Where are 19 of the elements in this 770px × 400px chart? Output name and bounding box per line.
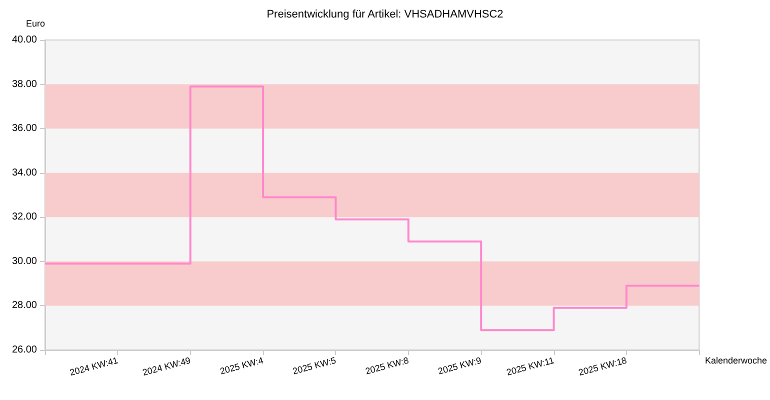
y-tick-label: 26.00	[12, 344, 38, 356]
x-tick-label: 2025 KW:11	[505, 355, 556, 378]
y-tick-label: 32.00	[12, 212, 38, 223]
y-tick-label: 40.00	[12, 34, 38, 46]
x-tick-label: 2025 KW:5	[292, 355, 338, 376]
chart-title: Preisentwicklung für Artikel: VHSADHAMVHSC2	[266, 8, 504, 20]
x-tick-label: 2025 KW:8	[364, 355, 410, 376]
y-tick-label: 34.00	[12, 167, 38, 178]
y-tick-label: 38.00	[12, 78, 38, 90]
y-tick-label: 36.00	[12, 123, 38, 134]
x-tick-label: 2025 KW:4	[218, 355, 264, 376]
x-axis-title: Kalenderwoche	[704, 356, 767, 366]
x-tick-label: 2024 KW:41	[68, 355, 119, 378]
y-axis-title: Euro	[26, 18, 45, 28]
y-tick-label: 30.00	[12, 256, 38, 267]
y-tick-label: 28.00	[12, 300, 38, 312]
x-tick-label: 2025 KW:18	[577, 355, 628, 378]
x-tick-label: 2024 KW:49	[141, 355, 192, 378]
x-tick-label: 2025 KW:9	[436, 355, 482, 376]
